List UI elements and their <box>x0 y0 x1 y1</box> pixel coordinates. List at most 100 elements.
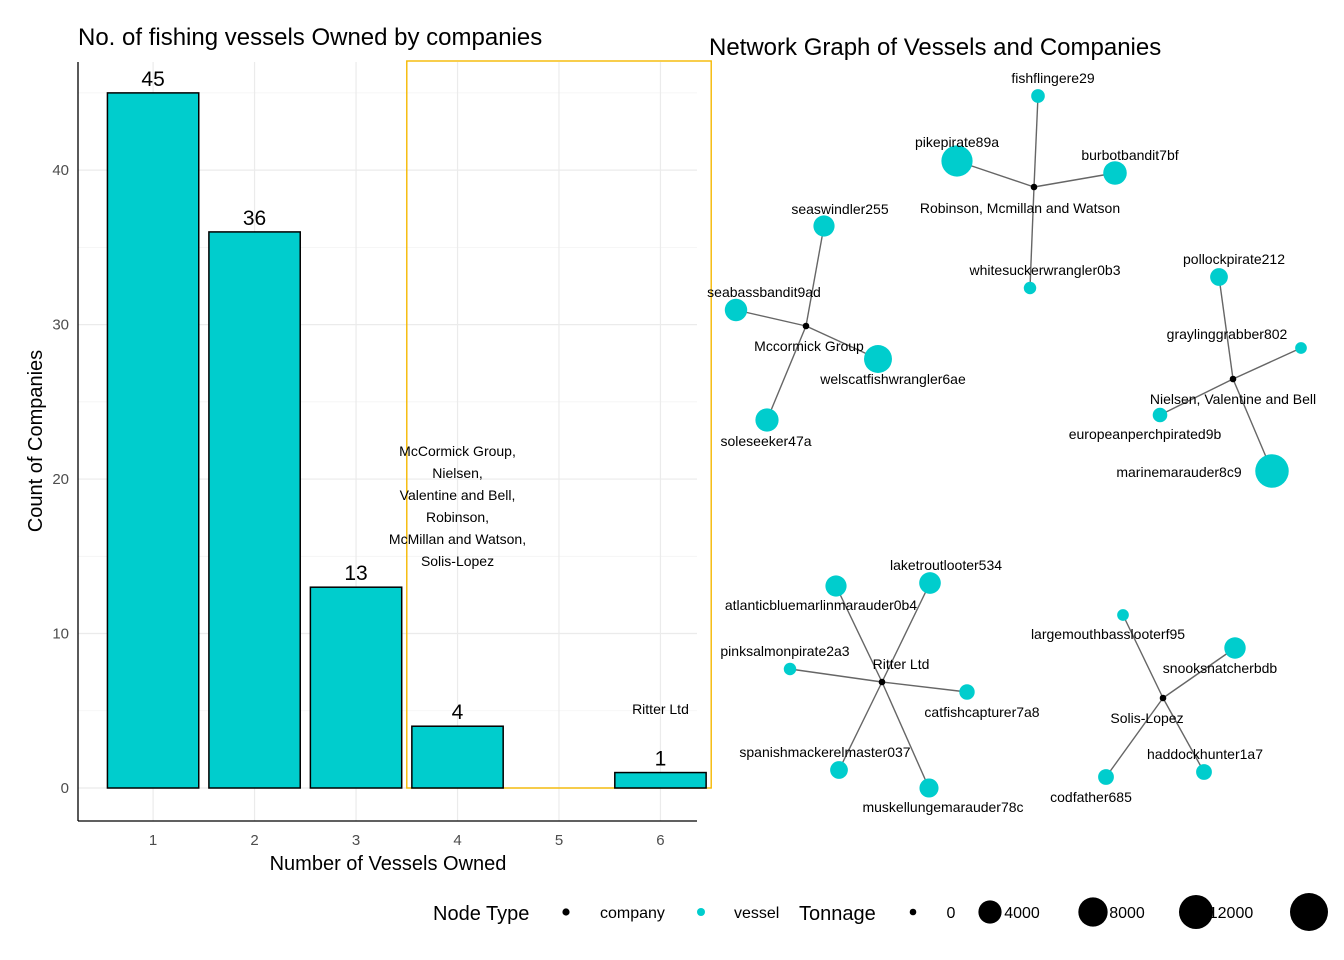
network-edge <box>1232 347 1302 380</box>
network-node-label: graylinggrabber802 <box>1167 326 1288 342</box>
network-node-label: laketroutlooter534 <box>890 557 1002 573</box>
network-edge <box>1218 276 1234 380</box>
vessel-node <box>825 575 847 597</box>
bar-data-label: 36 <box>243 207 266 230</box>
network-node-label: fishflingere29 <box>1011 70 1094 86</box>
vessel-node <box>1103 161 1127 185</box>
legend-tonnage-keys: 0 4000 8000 12000 <box>909 893 1328 931</box>
bar-4 <box>411 725 504 789</box>
network-edge <box>1162 697 1205 773</box>
vessel-node <box>813 215 835 237</box>
bar-y-tick-label: 10 <box>52 626 69 643</box>
bar-6 <box>614 771 707 789</box>
network-edge <box>1122 614 1164 699</box>
legend-tonnage-key <box>909 908 917 916</box>
vessel-node <box>1098 769 1114 785</box>
network-node-label: welscatfishwrangler6ae <box>819 371 966 387</box>
bar-x-tick-label: 2 <box>250 832 258 849</box>
bar-highlight-box <box>406 60 712 789</box>
network-node-label: Robinson, Mcmillan and Watson <box>920 200 1120 216</box>
network-node-labels: Robinson, Mcmillan and Watson fishflinger… <box>707 70 1316 815</box>
vessel-node <box>1224 637 1246 659</box>
network-edge <box>766 325 807 421</box>
network-node-label: largemouthbasslooterf95 <box>1031 626 1185 642</box>
bar-annotation-line: Robinson, <box>426 509 489 525</box>
bar-1 <box>106 92 200 789</box>
bar-y-tick-label: 0 <box>61 780 69 797</box>
company-node <box>802 322 810 330</box>
network-node-label: Mccormick Group <box>754 338 864 354</box>
bar-annotation-line: McCormick Group, <box>399 443 516 459</box>
bar-x-tick-label: 4 <box>453 832 461 849</box>
legend-node-type-title: Node Type <box>433 903 529 925</box>
bar-chart-annotations: McCormick Group, Nielsen, Valentine and Be… <box>389 443 689 717</box>
network-edge <box>881 681 968 693</box>
bar-chart-x-axis-label: Number of Vessels Owned <box>270 853 507 875</box>
bar-x-tick-label: 6 <box>656 832 664 849</box>
vessel-node <box>1031 89 1045 103</box>
company-node <box>1030 183 1038 191</box>
bar-data-label: 1 <box>655 748 667 771</box>
company-node <box>878 678 886 686</box>
network-graph-panel: Network Graph of Vessels and Companies R… <box>707 34 1316 815</box>
network-node-label: haddockhunter1a7 <box>1147 746 1263 762</box>
bar-x-tick-label: 5 <box>555 832 563 849</box>
legend-tonnage-label: 8000 <box>1109 905 1145 922</box>
network-edge <box>835 585 883 683</box>
network-edge <box>789 668 883 683</box>
network-node-label: europeanperchpirated9b <box>1069 426 1222 442</box>
network-edge <box>1029 186 1035 289</box>
vessel-node <box>1196 764 1212 780</box>
vessel-node <box>1023 281 1037 295</box>
bar-data-label: 4 <box>452 701 464 724</box>
network-graph-title: Network Graph of Vessels and Companies <box>709 34 1161 61</box>
vessel-node <box>755 408 779 432</box>
vessel-node <box>959 684 975 700</box>
legend-tonnage-label: 0 <box>947 905 956 922</box>
vessel-node <box>1210 268 1228 286</box>
bar-annotation-line: Valentine and Bell, <box>400 487 516 503</box>
network-node-label: catfishcapturer7a8 <box>924 704 1039 720</box>
vessel-node <box>919 572 941 594</box>
company-node <box>1159 694 1167 702</box>
network-edge <box>838 681 883 771</box>
network-edge <box>735 309 807 327</box>
network-node-label: pinksalmonpirate2a3 <box>720 643 849 659</box>
vessel-node <box>1152 407 1168 423</box>
network-node-label: pikepirate89a <box>915 134 999 150</box>
bar-2 <box>208 231 301 789</box>
vessel-node <box>830 761 848 779</box>
network-node-label: spanishmackerelmaster037 <box>739 744 910 760</box>
network-edge <box>1162 647 1236 699</box>
bar-y-tick-label: 20 <box>52 471 69 488</box>
network-node-label: whitesuckerwrangler0b3 <box>969 262 1121 278</box>
network-node-label: snooksnatcherbdb <box>1163 660 1278 676</box>
network-node-label: Nielsen, Valentine and Bell <box>1150 391 1316 407</box>
legend-vessel-label: vessel <box>734 905 779 922</box>
vessel-node <box>941 145 973 177</box>
bar-chart-data-labels: 45 36 13 4 1 <box>141 68 666 771</box>
bar-chart-title: No. of fishing vessels Owned by companie… <box>78 24 542 51</box>
bar-3 <box>309 586 403 789</box>
bar-x-tick-label: 1 <box>149 832 157 849</box>
bar-x-tick-label: 3 <box>352 832 360 849</box>
network-node-label: muskellungemarauder78c <box>862 799 1023 815</box>
vessel-node <box>1255 454 1289 488</box>
bar-annotation-line: McMillan and Watson, <box>389 531 526 547</box>
legend-vessel-key <box>697 908 705 916</box>
legend-tonnage-title: Tonnage <box>799 903 876 925</box>
network-node-label: atlanticbluemarlinmarauder0b4 <box>725 597 917 613</box>
bar-annotation-line: Ritter Ltd <box>632 701 689 717</box>
network-node-label: soleseeker47a <box>720 433 811 449</box>
network-node-label: seabassbandit9ad <box>707 284 821 300</box>
network-edge <box>1033 172 1116 188</box>
network-nodes <box>724 89 1307 798</box>
legend-tonnage-label: 4000 <box>1004 905 1040 922</box>
vessel-node <box>724 298 748 322</box>
network-node-label: seaswindler255 <box>791 201 888 217</box>
bar-annotation-line: Nielsen, <box>432 465 483 481</box>
network-node-label: burbotbandit7bf <box>1081 147 1178 163</box>
